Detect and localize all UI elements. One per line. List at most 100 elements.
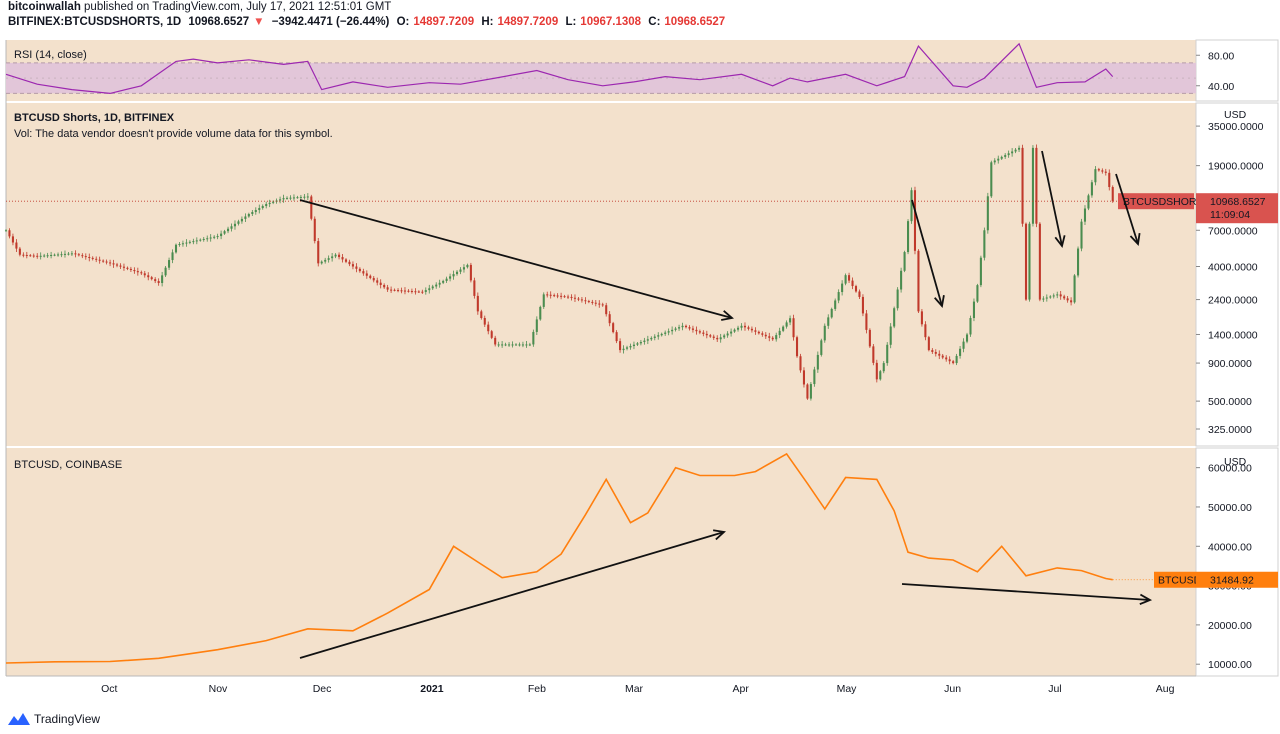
candle-body	[390, 289, 393, 291]
arrow-head	[712, 529, 726, 541]
candle-body	[854, 286, 858, 292]
candle-body	[750, 328, 753, 331]
candle-body	[365, 273, 368, 276]
candle-body	[532, 331, 535, 345]
candle-body	[577, 298, 580, 300]
candle-body	[4, 230, 8, 232]
arrow-head	[1139, 593, 1153, 605]
candle-body	[296, 197, 299, 199]
candle-body	[181, 243, 184, 245]
candle-body	[688, 327, 691, 329]
candle-body	[237, 221, 240, 224]
candle-body	[664, 332, 667, 334]
candle-body	[1038, 223, 1041, 300]
candle-body	[1018, 147, 1021, 150]
btc-tag-name: BTCUSD	[1158, 575, 1202, 587]
candle-body	[827, 317, 830, 326]
candle-body	[674, 328, 677, 330]
candle-body	[1090, 182, 1093, 196]
candle-body	[809, 384, 812, 399]
annotation-arrow	[911, 199, 945, 308]
shorts-countdown: 11:09:04	[1210, 209, 1250, 221]
main-unit-label: USD	[1224, 109, 1247, 121]
candle-body	[473, 280, 476, 296]
candle-body	[976, 285, 979, 302]
candle-body	[802, 370, 805, 385]
candle-body	[105, 261, 108, 263]
candle-body	[792, 318, 795, 338]
candle-body	[1083, 208, 1087, 222]
candle-body	[893, 308, 896, 327]
candle-body	[154, 279, 157, 282]
rsi-title: RSI (14, close)	[14, 49, 87, 61]
candle-body	[546, 294, 549, 296]
candle-body	[1024, 223, 1028, 300]
main-tick-label: 7000.0000	[1208, 225, 1258, 237]
candle-body	[598, 303, 601, 305]
main-tick-label: 19000.0000	[1208, 161, 1264, 173]
candle-body	[8, 230, 11, 237]
candle-body	[608, 314, 611, 324]
candle-body	[570, 296, 573, 298]
candle-body	[941, 355, 944, 358]
candle-body	[251, 212, 254, 215]
candle-body	[202, 238, 205, 240]
candle-body	[233, 223, 237, 227]
candle-body	[497, 344, 500, 346]
candle-body	[362, 271, 365, 274]
candle-body	[168, 260, 171, 268]
candle-body	[348, 261, 351, 265]
candle-body	[476, 295, 479, 312]
candle-body	[938, 353, 941, 356]
open-label: O:	[396, 16, 410, 28]
candle-body	[605, 305, 608, 315]
candle-body	[393, 289, 396, 291]
candle-body	[553, 295, 556, 297]
btc-title: BTCUSD, COINBASE	[14, 459, 122, 471]
candle-body	[84, 256, 87, 258]
candle-body	[771, 337, 774, 340]
candle-body	[133, 270, 136, 272]
candle-body	[272, 201, 275, 203]
candle-body	[678, 327, 681, 329]
candle-body	[102, 260, 105, 262]
candle-body	[112, 263, 115, 265]
candle-body	[46, 255, 49, 257]
candle-body	[830, 308, 833, 318]
candle-body	[795, 337, 799, 357]
arrow-shaft	[901, 583, 1151, 601]
btc-price-line	[5, 452, 1113, 664]
candle-body	[681, 325, 684, 328]
candle-body	[1104, 171, 1107, 173]
candle-body	[945, 357, 948, 360]
candle-body	[487, 324, 490, 332]
candle-body	[157, 281, 160, 284]
candle-body	[195, 240, 198, 242]
main-tick-label: 35000.0000	[1208, 121, 1264, 133]
last-price: 10968.6527	[188, 16, 250, 28]
main-subtitle: Vol: The data vendor doesn't provide vol…	[14, 128, 333, 140]
candle-body	[400, 290, 403, 292]
candle-body	[539, 306, 542, 320]
candle-body	[344, 259, 348, 262]
candle-body	[74, 253, 77, 255]
candle-body	[50, 254, 53, 256]
candle-body	[816, 354, 819, 370]
candle-body	[501, 344, 504, 346]
candle-body	[643, 340, 646, 342]
candle-body	[254, 210, 257, 213]
candle-body	[879, 371, 882, 380]
candle-body	[650, 337, 653, 340]
candle-body	[955, 355, 958, 364]
candle-body	[719, 337, 722, 340]
arrow-shaft	[299, 199, 733, 319]
candle-body	[601, 304, 604, 306]
main-pane-bg	[6, 103, 1196, 446]
candle-body	[594, 302, 597, 304]
candle-body	[355, 266, 358, 269]
annotation-arrow	[1115, 173, 1141, 246]
candle-body	[671, 329, 674, 332]
candle-body	[289, 197, 292, 199]
close-value: 10968.6527	[664, 16, 726, 28]
